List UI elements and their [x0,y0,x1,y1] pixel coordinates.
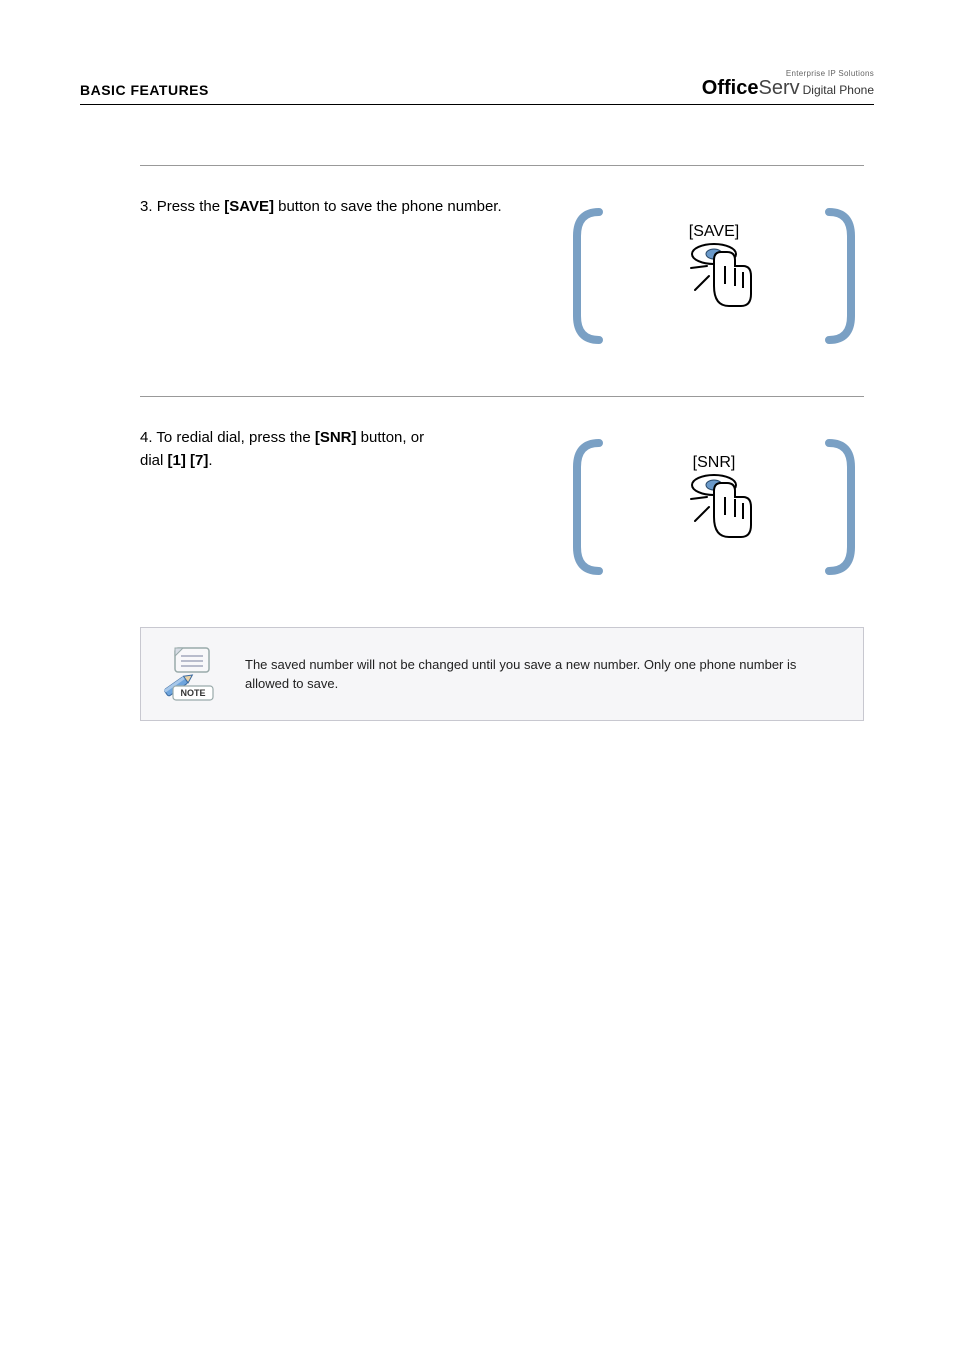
svg-text:[SAVE]: [SAVE] [689,223,739,240]
snr-screen-icon: [SNR] [569,437,859,577]
note-icon: NOTE [161,644,221,704]
step-4-graphic: [SNR] [564,427,864,577]
brand-sub: Digital Phone [803,83,874,97]
step-4: 4. To redial dial, press the [SNR] butto… [140,396,864,577]
step-3: 3. Press the [SAVE] button to save the p… [140,165,864,346]
step-4-line1-post: button, or [357,429,425,446]
step-4-line2-btn: [1] [7] [168,452,209,469]
step-4-line2-post: . [208,452,212,469]
step-3-post: button to save the phone number. [274,198,502,215]
note-box: NOTE The saved number will not be change… [140,627,864,721]
step-3-num: 3. [140,198,153,215]
brand-bold: Office [702,77,759,99]
step-3-pre: Press the [157,198,225,215]
svg-text:[SNR]: [SNR] [693,454,736,471]
page-header: BASIC FEATURES Enterprise IP Solutions O… [80,70,874,105]
note-text: The saved number will not be changed unt… [245,655,843,694]
section-title: BASIC FEATURES [80,82,209,98]
step-4-line1-btn: [SNR] [315,429,357,446]
step-3-graphic: [SAVE] [564,196,864,346]
step-4-line1-pre: To redial dial, press the [156,429,314,446]
brand-block: Enterprise IP Solutions OfficeServDigita… [702,70,874,98]
step-4-text: 4. To redial dial, press the [SNR] butto… [140,427,564,577]
step-3-text: 3. Press the [SAVE] button to save the p… [140,196,564,346]
brand-light: Serv [758,77,799,99]
brand-name: OfficeServ Digital Phone [702,78,874,98]
step-3-btn: [SAVE] [224,198,274,215]
step-4-line2-pre: dial [140,452,168,469]
step-4-num: 4. [140,429,153,446]
svg-text:NOTE: NOTE [180,688,205,698]
save-screen-icon: [SAVE] [569,206,859,346]
